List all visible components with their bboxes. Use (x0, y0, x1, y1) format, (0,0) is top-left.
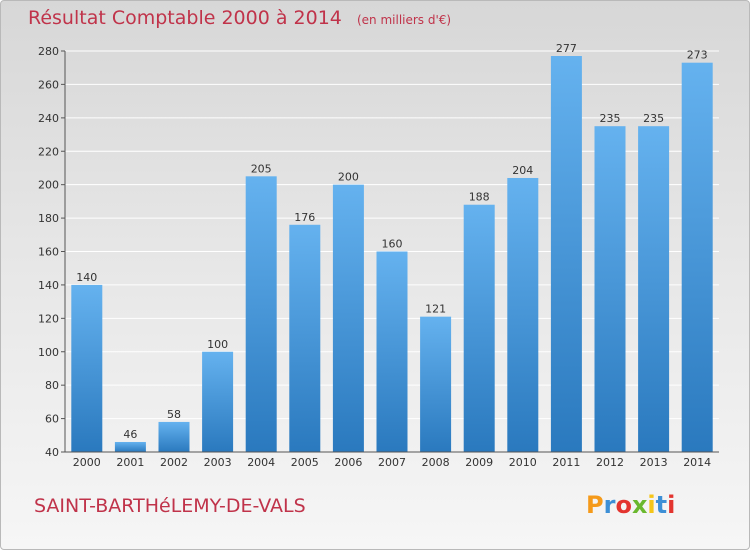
x-tick-label: 2001 (116, 456, 144, 469)
y-tick-label: 260 (38, 78, 59, 91)
chart-title: Résultat Comptable 2000 à 2014 (28, 7, 342, 29)
commune-name: SAINT-BARTHéLEMY-DE-VALS (34, 495, 306, 517)
bar-value-label: 58 (167, 408, 181, 421)
bar-value-label: 188 (469, 191, 490, 204)
x-tick-label: 2007 (378, 456, 406, 469)
bar (594, 126, 626, 452)
x-tick-label: 2011 (552, 456, 580, 469)
bar-value-label: 100 (207, 338, 228, 351)
bar-value-label: 273 (687, 49, 708, 62)
bar-value-label: 277 (556, 42, 577, 55)
x-tick-label: 2014 (683, 456, 711, 469)
y-tick-label: 60 (45, 413, 59, 426)
logo-letter: t (655, 491, 668, 519)
bar (289, 224, 321, 452)
bar (550, 56, 582, 452)
bar (71, 284, 103, 452)
chart-subtitle: (en milliers d'€) (356, 13, 452, 27)
y-tick-label: 220 (38, 145, 59, 158)
x-tick-label: 2005 (291, 456, 319, 469)
bar (332, 184, 364, 452)
x-tick-label: 2012 (596, 456, 624, 469)
bar-value-label: 200 (338, 171, 359, 184)
logo-letter: P (586, 491, 604, 519)
logo-letter: r (603, 491, 616, 519)
bar (507, 177, 539, 452)
y-tick-label: 180 (38, 212, 59, 225)
logo-letter: x (631, 491, 648, 519)
x-tick-label: 2009 (465, 456, 493, 469)
bar-value-label: 235 (643, 112, 664, 125)
y-tick-label: 140 (38, 279, 59, 292)
y-tick-label: 160 (38, 246, 59, 259)
x-tick-label: 2003 (204, 456, 232, 469)
bar-value-label: 140 (76, 271, 97, 284)
bar-value-label: 160 (382, 238, 403, 251)
y-tick-label: 280 (38, 45, 59, 58)
bar-value-label: 176 (294, 211, 315, 224)
bar (463, 204, 495, 452)
bar (158, 421, 190, 452)
logo-letter: i (667, 491, 676, 519)
x-tick-label: 2004 (247, 456, 275, 469)
y-tick-label: 80 (45, 379, 59, 392)
x-tick-label: 2006 (334, 456, 362, 469)
proxiti-logo: Proxiti (586, 491, 675, 519)
chart-title-block: Résultat Comptable 2000 à 2014 (en milli… (28, 7, 451, 29)
y-tick-label: 120 (38, 312, 59, 325)
bar-value-label: 204 (512, 164, 533, 177)
y-tick-label: 240 (38, 112, 59, 125)
logo-letter: o (615, 491, 632, 519)
bar-value-label: 205 (251, 162, 272, 175)
bar (114, 441, 146, 452)
x-tick-label: 2010 (509, 456, 537, 469)
bar-value-label: 121 (425, 303, 446, 316)
bar (420, 316, 452, 452)
y-tick-label: 100 (38, 346, 59, 359)
bar (376, 251, 408, 452)
bar-value-label: 46 (123, 428, 137, 441)
bar (638, 126, 670, 452)
bar (202, 351, 234, 452)
bar (681, 62, 713, 453)
x-tick-label: 2000 (73, 456, 101, 469)
y-tick-label: 40 (45, 446, 59, 459)
x-tick-label: 2013 (640, 456, 668, 469)
y-tick-label: 200 (38, 179, 59, 192)
x-tick-label: 2008 (422, 456, 450, 469)
bar-value-label: 235 (600, 112, 621, 125)
x-tick-label: 2002 (160, 456, 188, 469)
bar (245, 176, 277, 452)
logo-letter: i (647, 491, 656, 519)
